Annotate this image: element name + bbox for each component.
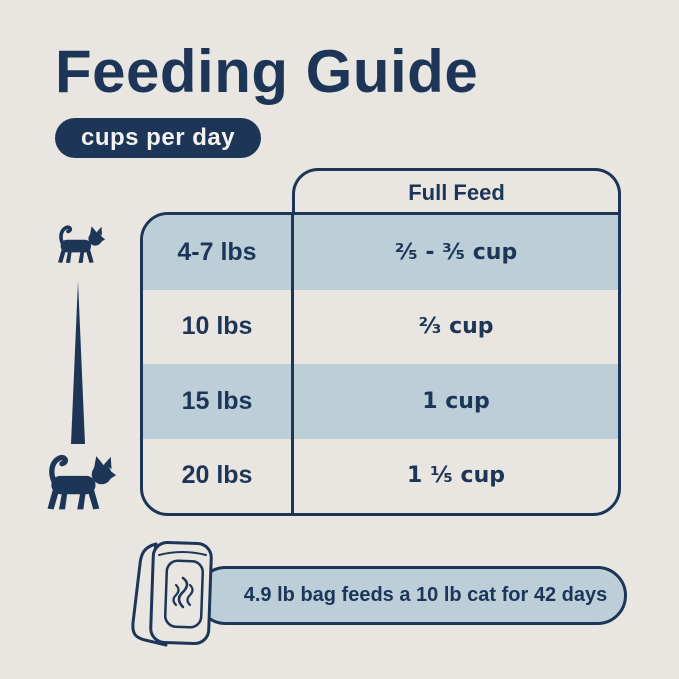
full-feed-column-header-label: Full Feed <box>408 180 505 205</box>
weight-cell: 10 lbs <box>181 312 253 341</box>
bag-feeds-note-text: 4.9 lb bag feeds a 10 lb cat for 42 days <box>243 584 608 606</box>
table-row: 20 lbs 1 ¹⁄₅ cup <box>143 438 618 513</box>
table-row: 4-7 lbs ²⁄₅ - ³⁄₅ cup <box>143 215 618 290</box>
amount-cell: 1 cup <box>291 364 618 439</box>
amount-cell: ²⁄₃ cup <box>291 289 618 364</box>
full-feed-column-header: Full Feed <box>292 168 621 215</box>
growth-spike-icon <box>71 281 85 444</box>
amount-cell: 1 ¹⁄₅ cup <box>291 438 618 513</box>
bag-feeds-note-pill: 4.9 lb bag feeds a 10 lb cat for 42 days <box>196 566 627 625</box>
page-title: Feeding Guide <box>55 38 479 105</box>
feeding-table: 4-7 lbs ²⁄₅ - ³⁄₅ cup 10 lbs ²⁄₃ cup 15 … <box>140 212 621 516</box>
food-bag-icon <box>131 540 213 647</box>
table-row: 15 lbs 1 cup <box>143 364 618 439</box>
weight-cell: 15 lbs <box>181 386 253 415</box>
cups-per-day-badge: cups per day <box>55 118 262 158</box>
cups-per-day-badge-label: cups per day <box>81 124 236 151</box>
amount-cell: ²⁄₅ - ³⁄₅ cup <box>291 215 618 290</box>
small-cat-icon <box>56 224 108 265</box>
table-row: 10 lbs ²⁄₃ cup <box>143 289 618 364</box>
weight-cell: 20 lbs <box>181 461 253 490</box>
large-cat-icon <box>36 450 120 514</box>
weight-cell: 4-7 lbs <box>177 237 257 266</box>
